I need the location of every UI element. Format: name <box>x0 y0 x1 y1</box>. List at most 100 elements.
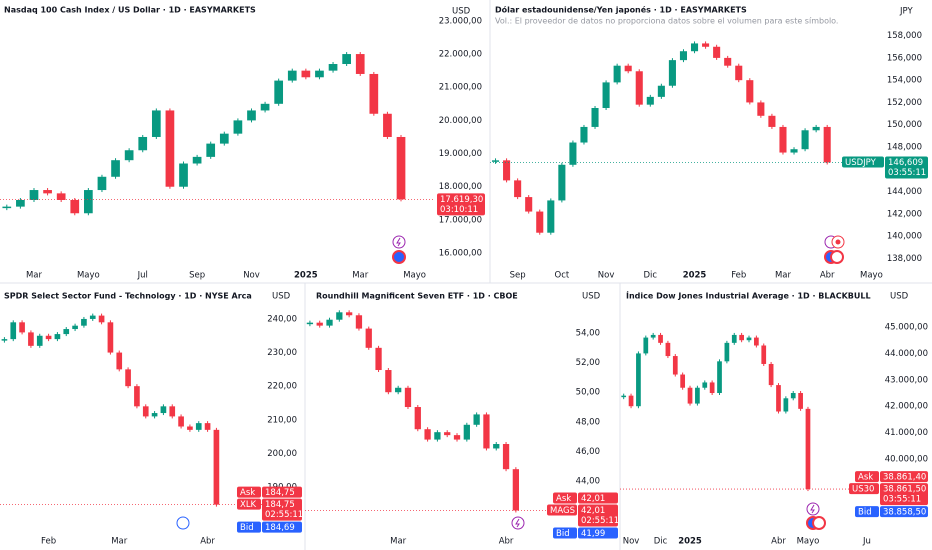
symbol-tag <box>553 492 577 504</box>
candle <box>219 133 229 144</box>
candle <box>355 54 365 74</box>
symbol-tag <box>237 498 261 510</box>
event-icon[interactable] <box>392 235 406 249</box>
candle <box>713 46 721 58</box>
candle <box>36 335 43 346</box>
x-tick-label: Abr <box>499 537 514 547</box>
x-tick-label: Nov <box>623 537 640 547</box>
flag-icon[interactable] <box>830 250 844 264</box>
chart-title: Nasdaq 100 Cash Index / US Dollar · 1D ·… <box>4 6 256 15</box>
flag-icon[interactable] <box>812 516 826 530</box>
candle <box>646 96 654 105</box>
candle <box>396 136 406 200</box>
chart-subtitle: Vol.: El proveedor de datos no proporcio… <box>495 17 838 26</box>
y-tick-label: 156,000 <box>887 53 922 63</box>
candle <box>790 393 796 399</box>
x-tick-label: Nov <box>243 271 260 281</box>
x-tick-label: Abr <box>200 537 215 547</box>
x-tick-label: Dic <box>654 537 668 547</box>
candle <box>151 110 161 137</box>
candle <box>124 150 134 161</box>
price-tag-time: 02:55:11 <box>265 510 303 520</box>
x-tick-label: Jul <box>137 271 148 281</box>
candle <box>70 199 80 214</box>
candle <box>375 347 382 371</box>
y-tick-label: 150,000 <box>887 120 922 130</box>
x-tick-label: Mar <box>111 537 128 547</box>
candle <box>695 387 700 404</box>
y-tick-label: 230,00 <box>267 348 297 358</box>
y-tick-label: 21.000,00 <box>439 83 482 93</box>
price-tag-value: 184,75 <box>265 500 295 510</box>
candle <box>650 334 656 338</box>
candle <box>636 353 641 407</box>
x-tick-label: Sep <box>510 271 526 281</box>
price-tag-value: 42,01 <box>581 506 605 516</box>
y-tick-label: 48,00 <box>576 417 600 427</box>
candle <box>151 413 158 417</box>
candle <box>502 444 510 470</box>
candle <box>336 312 343 320</box>
candle <box>801 130 809 150</box>
price-tag-value: 42,01 <box>581 494 605 504</box>
candle <box>326 319 333 326</box>
price-tag <box>578 492 618 504</box>
candle <box>798 393 803 409</box>
candle <box>81 318 87 326</box>
candle <box>776 385 781 412</box>
candle <box>142 406 149 417</box>
candle <box>473 414 480 425</box>
symbol-tag <box>855 471 879 483</box>
x-tick-label: Abr <box>771 537 786 547</box>
candle <box>287 70 297 81</box>
dividend-icon[interactable] <box>176 516 190 530</box>
candle <box>63 329 70 335</box>
x-tick-label: Abr <box>820 271 835 281</box>
candle <box>805 408 811 490</box>
candle <box>746 80 754 103</box>
candle <box>111 160 120 177</box>
y-tick-label: 23.000,00 <box>439 16 482 26</box>
price-tag-value: 38.861,40 <box>883 473 926 483</box>
candle <box>369 73 379 114</box>
y-tick-label: 44,00 <box>576 477 600 487</box>
candle <box>316 322 323 326</box>
candle <box>179 163 188 187</box>
y-tick-label: 140,000 <box>887 232 922 242</box>
y-tick-label: 43.000,00 <box>885 375 928 385</box>
candle <box>665 342 671 357</box>
y-tick-label: 54,00 <box>576 329 600 339</box>
candle <box>306 322 314 325</box>
candle <box>672 356 678 375</box>
y-tick-label: 16.000,00 <box>439 249 482 259</box>
candle <box>702 382 708 388</box>
event-icon[interactable] <box>806 502 820 516</box>
flag-icon[interactable] <box>392 250 406 264</box>
symbol-tag-label: XLK <box>240 500 257 510</box>
x-tick-label: 2025 <box>678 537 702 547</box>
candle <box>434 432 441 440</box>
candle <box>385 370 392 393</box>
event-icon <box>396 237 401 247</box>
candle <box>702 43 710 47</box>
y-tick-label: 44.000,00 <box>885 349 928 359</box>
candle <box>613 65 621 83</box>
event-icon[interactable] <box>511 516 525 530</box>
currency-label: JPY <box>899 7 913 17</box>
x-tick-label: Mayo <box>860 271 883 281</box>
candle <box>668 60 676 86</box>
candle <box>680 374 686 388</box>
candle <box>1 339 8 341</box>
x-tick-label: Mar <box>352 271 369 281</box>
symbol-tag-label: Ask <box>240 488 255 498</box>
y-tick-label: 52,00 <box>576 358 600 368</box>
candle <box>724 57 732 66</box>
price-tag-time: 03:55:11 <box>883 495 921 505</box>
y-tick-label: 152,000 <box>887 98 922 108</box>
candle <box>54 334 61 340</box>
candle <box>783 398 789 412</box>
chart-panel: Roundhill Magnificent Seven ETF · 1D · C… <box>305 292 619 547</box>
candle <box>125 369 131 387</box>
x-tick-label: Mayo <box>403 271 426 281</box>
